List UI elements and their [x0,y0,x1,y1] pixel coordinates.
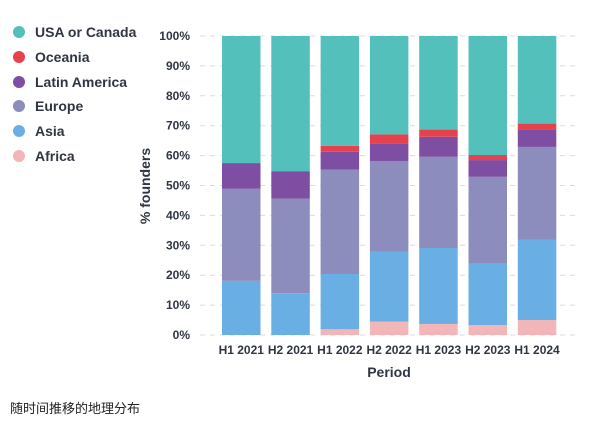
bar-segment-latin-america[interactable] [222,163,261,189]
bar-segment-europe[interactable] [468,176,508,264]
bar-segment-asia[interactable] [271,293,310,335]
y-tick-label: 50% [166,179,190,193]
x-tick-label: H2 2022 [366,343,412,357]
bar-segment-europe[interactable] [419,156,458,248]
chart-legend: USA or Canada Oceania Latin America Europe A… [13,20,136,168]
bar-stack-h2-2022 [369,36,409,335]
bar-segment-africa[interactable] [320,329,360,335]
x-axis-ticks: H1 2021 H2 2021 H1 2022 H2 2022 H1 2023 H2 20… [219,343,560,357]
bar-stack-h1-2024 [517,36,557,335]
bar-segment-africa[interactable] [419,323,458,335]
legend-item-latin-america[interactable]: Latin America [13,69,136,94]
legend-item-europe[interactable]: Europe [13,94,136,119]
legend-swatch-icon [13,75,25,88]
y-tick-label: 40% [166,208,190,222]
legend-label: Asia [35,123,65,140]
bar-segment-oceania[interactable] [369,134,409,144]
y-tick-label: 20% [166,268,190,282]
bar-segment-usa-or-canada[interactable] [320,36,360,146]
x-tick-label: H1 2023 [416,343,462,357]
bar-segment-latin-america[interactable] [419,136,458,157]
bar-segment-usa-or-canada[interactable] [419,36,458,130]
y-tick-label: 10% [166,298,190,312]
bar-segment-usa-or-canada[interactable] [468,36,508,156]
stacked-bar-chart: 0% 10% 20% 30% 40% 50% 60% 70% 80% 90% 100% H1 202… [137,29,580,380]
y-tick-label: 100% [159,29,190,43]
legend-label: Oceania [35,49,90,66]
figure-caption: 随时间推移的地理分布 [10,401,141,416]
x-tick-label: H2 2021 [268,343,314,357]
bar-stack-h1-2023 [419,36,458,335]
bar-stack-h1-2021 [222,36,261,335]
bar-segment-usa-or-canada[interactable] [369,36,409,135]
bar-segment-asia[interactable] [419,247,458,324]
bar-segment-asia[interactable] [369,251,409,322]
bar-segment-usa-or-canada[interactable] [271,36,310,172]
y-axis-title: % founders [137,148,153,224]
x-tick-label: H1 2022 [317,343,363,357]
legend-item-usa-or-canada[interactable]: USA or Canada [13,20,136,45]
y-tick-label: 70% [166,119,190,133]
bar-segment-latin-america[interactable] [320,151,360,170]
bar-segment-asia[interactable] [320,274,360,330]
legend-item-oceania[interactable]: Oceania [13,45,136,70]
y-tick-label: 30% [166,238,190,252]
bar-segment-latin-america[interactable] [369,143,409,161]
bar-segment-europe[interactable] [517,146,557,240]
y-tick-label: 0% [173,328,191,342]
x-tick-label: H1 2024 [514,343,560,357]
x-axis-title: Period [367,364,411,380]
bars [222,36,557,335]
x-tick-label: H2 2023 [465,343,511,357]
bar-segment-oceania[interactable] [419,129,458,137]
bar-segment-europe[interactable] [320,169,360,275]
bar-segment-africa[interactable] [369,321,409,335]
legend-label: Latin America [35,73,128,90]
legend-label: USA or Canada [35,24,137,41]
y-tick-label: 90% [166,59,190,73]
bar-segment-asia[interactable] [222,280,261,335]
bar-segment-asia[interactable] [468,263,508,326]
bar-segment-asia[interactable] [517,239,557,321]
legend-swatch-icon [13,51,25,64]
legend-swatch-icon [13,149,25,162]
legend-label: Africa [35,147,75,164]
legend-item-asia[interactable]: Asia [13,119,136,144]
bar-segment-latin-america[interactable] [271,171,310,199]
bar-segment-africa[interactable] [517,320,557,335]
bar-stack-h2-2021 [271,36,310,335]
legend-swatch-icon [13,125,25,138]
bar-segment-latin-america[interactable] [468,160,508,177]
bar-segment-europe[interactable] [369,160,409,252]
bar-segment-usa-or-canada[interactable] [222,36,261,164]
bar-segment-usa-or-canada[interactable] [517,36,557,124]
y-tick-label: 60% [166,149,190,163]
bar-segment-latin-america[interactable] [517,129,557,147]
bar-segment-oceania[interactable] [468,155,508,161]
bar-stack-h1-2022 [320,36,360,335]
bar-segment-oceania[interactable] [320,145,360,152]
legend-item-africa[interactable]: Africa [13,143,136,168]
y-axis-ticks: 0% 10% 20% 30% 40% 50% 60% 70% 80% 90% 100% [159,29,190,342]
bar-segment-europe[interactable] [222,188,261,281]
bar-segment-europe[interactable] [271,198,310,294]
bar-segment-oceania[interactable] [517,123,557,130]
bar-segment-africa[interactable] [468,325,508,335]
x-tick-label: H1 2021 [219,343,265,357]
legend-swatch-icon [13,26,25,39]
legend-label: Europe [35,98,84,115]
bar-stack-h2-2023 [468,36,508,335]
y-tick-label: 80% [166,89,190,103]
legend-swatch-icon [13,100,25,113]
